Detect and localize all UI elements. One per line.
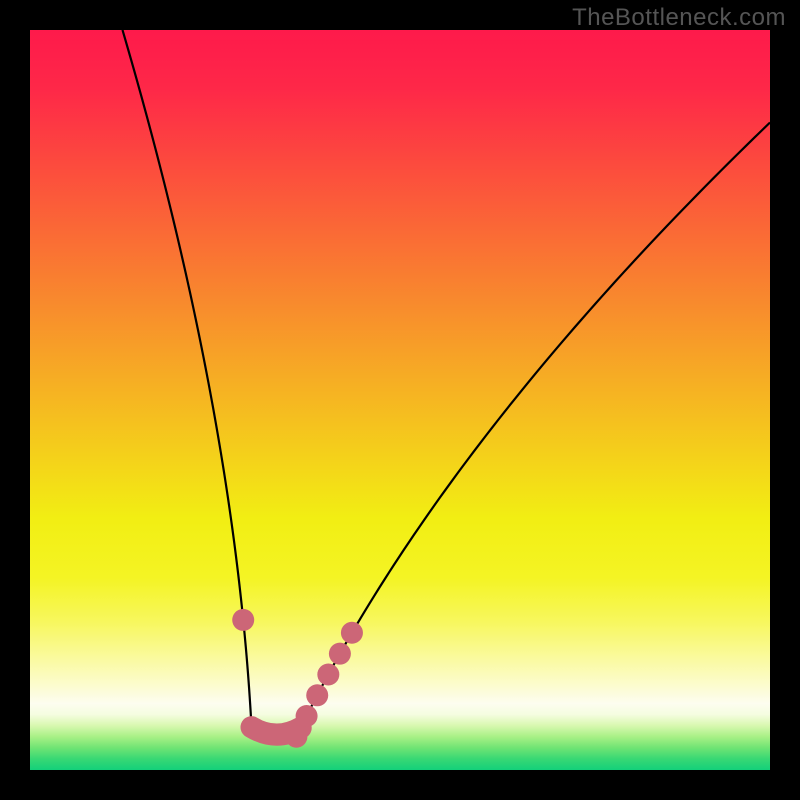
marker-dot bbox=[232, 609, 254, 631]
gradient-background bbox=[30, 30, 770, 770]
marker-dot bbox=[296, 705, 318, 727]
marker-dot bbox=[285, 726, 307, 748]
stage: TheBottleneck.com bbox=[0, 0, 800, 800]
marker-dot bbox=[306, 684, 328, 706]
bottleneck-curve-chart bbox=[30, 30, 770, 770]
marker-dot bbox=[329, 643, 351, 665]
plot-area bbox=[30, 30, 770, 770]
marker-dot bbox=[317, 664, 339, 686]
marker-dot bbox=[341, 622, 363, 644]
watermark-text: TheBottleneck.com bbox=[572, 4, 786, 32]
